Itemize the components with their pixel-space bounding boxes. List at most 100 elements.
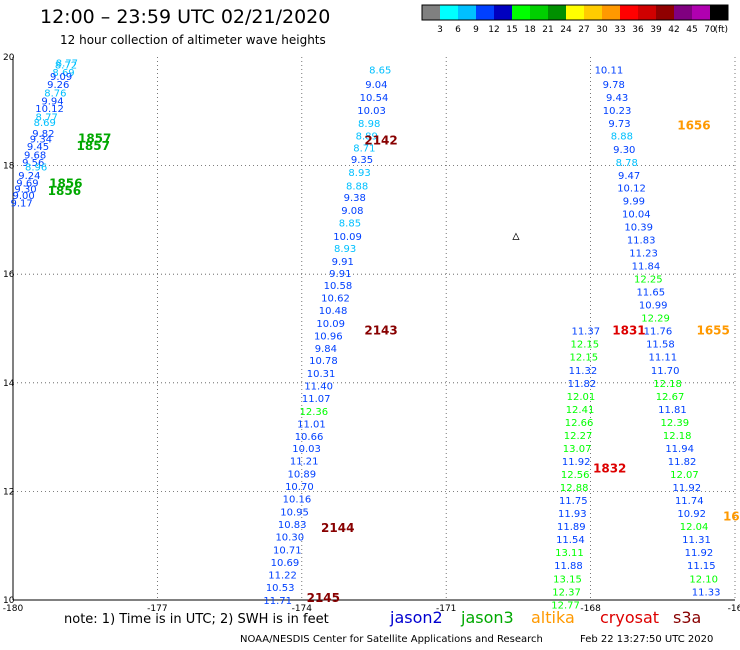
colorbar-swatch [656,5,674,20]
swh-value: 10.66 [295,432,324,443]
swh-value: 9.45 [27,142,49,153]
colorbar-swatch [692,5,710,20]
swh-value: 11.11 [648,353,677,364]
pass-time-label: 1831 [612,324,645,338]
colorbar-swatch [566,5,584,20]
colorbar-swatch [422,5,440,20]
swh-value: 12.36 [300,407,329,418]
swh-value: 12.37 [552,587,581,598]
swh-value: 10.16 [283,494,312,505]
swh-value: 10.95 [280,507,309,518]
colorbar-swatch [494,5,512,20]
swh-value: 10.03 [357,106,386,117]
lat-tick-label: 14 [3,379,15,389]
swh-value: 11.01 [297,420,326,431]
swh-value: 8.76 [44,88,66,99]
colorbar-tick-label: 3 [437,25,443,35]
swh-value: 8.77 [56,58,78,69]
lon-tick-label: -16 [728,604,740,614]
colorbar-swatch [584,5,602,20]
pass-time-label: 1655 [696,324,729,338]
satellite-legend-altika: altika [531,608,575,627]
swh-value: 12.10 [689,574,718,585]
swh-value: 8.88 [346,182,368,193]
colorbar-swatch [476,5,494,20]
swh-value: 9.84 [315,344,337,355]
colorbar-swatch [512,5,530,20]
colorbar-tick-label: 30 [596,25,608,35]
swh-value: 11.31 [682,535,711,546]
swh-value: 8.85 [339,219,361,230]
colorbar-frame [421,4,729,21]
swh-value: 10.12 [35,104,64,115]
swh-value: 10.48 [319,306,348,317]
colorbar-tick-label: 39 [650,25,662,35]
swh-value: 12.04 [680,522,709,533]
swh-value: 9.99 [623,196,645,207]
swh-value: 11.84 [632,262,661,273]
swh-value: 11.71 [263,596,292,607]
swh-value: 10.11 [595,65,624,76]
swh-value: 11.54 [556,535,585,546]
colorbar-swatch [638,5,656,20]
swh-value: 12.15 [571,340,600,351]
swh-value: 9.56 [22,158,44,169]
swh-value: 9.68 [24,151,46,162]
swh-value: 9.91 [332,257,354,268]
swh-value: 11.94 [665,444,694,455]
swh-value: 12.18 [663,431,692,442]
pass-time-label: 2144 [321,521,354,535]
swh-value: 8.89 [356,132,378,143]
swh-value: 12.27 [564,431,593,442]
lon-tick-label: -180 [3,604,24,614]
swh-value: 10.39 [624,222,653,233]
swh-value: 11.82 [668,457,697,468]
swh-value: 12.07 [670,470,699,481]
swh-value: 11.89 [557,522,586,533]
swh-value: 11.40 [304,382,333,393]
swh-value: 10.54 [360,93,389,104]
pass-time-label: 1857 [77,139,110,153]
lat-tick-label: 10 [3,596,15,606]
colorbar-swatch [440,5,458,20]
swh-value: 9.78 [603,80,625,91]
lon-tick-label: -174 [292,604,313,614]
swh-value: 12.29 [641,314,670,325]
swh-value: 8.69 [34,118,56,129]
lon-tick-label: -168 [580,604,601,614]
swh-value: 8.78 [616,158,638,169]
swh-value: 11.92 [685,548,714,559]
swh-value: 12.66 [565,418,594,429]
swh-value: 8.88 [611,132,633,143]
swh-value: 9.43 [606,93,628,104]
colorbar-tick-label: 6 [455,25,461,35]
swh-value: 12.18 [653,379,682,390]
swh-value: 12.41 [566,405,595,416]
colorbar-tick-label: 9 [473,25,479,35]
pass-time-label: 2143 [364,324,397,338]
swh-value: 10.83 [278,520,307,531]
swh-value: 10.04 [622,209,651,220]
swh-value: 8.93 [334,244,356,255]
swh-value: 10.09 [316,319,345,330]
swh-value: 11.75 [559,496,588,507]
swh-value: 12.67 [656,392,685,403]
swh-value: 11.92 [673,483,702,494]
swh-value: 13.11 [555,548,584,559]
colorbar-swatch [620,5,638,20]
swh-value: 10.71 [273,546,302,557]
swh-value: 11.22 [268,570,297,581]
pass-time-label: 1857 [78,131,111,145]
swh-value: 11.37 [571,327,600,338]
colorbar-tick-label: 45 [686,25,697,35]
colorbar-tick-label: 42 [668,25,679,35]
swh-value: 11.65 [636,288,665,299]
colorbar-unit: (ft) [714,25,728,35]
swh-value: 11.81 [658,405,687,416]
swh-value: 8.72 [55,61,77,72]
swh-value: 12.25 [634,275,663,286]
colorbar-tick-label: 70 [704,25,716,35]
swh-value: 9.91 [329,269,351,280]
swh-value: 11.21 [290,456,319,467]
swh-value: 11.58 [646,340,675,351]
